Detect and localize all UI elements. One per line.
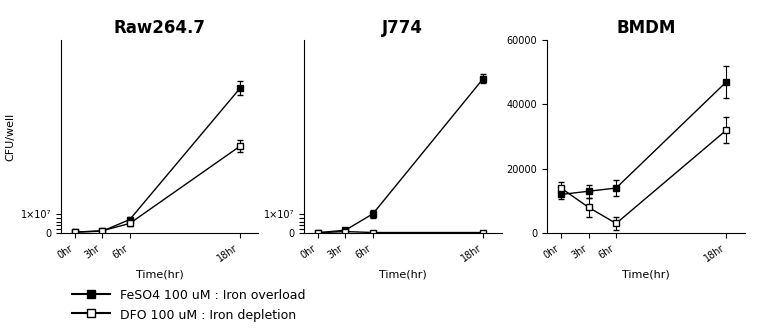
X-axis label: Time(hr): Time(hr) [136, 269, 183, 279]
Title: Raw264.7: Raw264.7 [113, 19, 206, 37]
Title: BMDM: BMDM [616, 19, 676, 37]
X-axis label: Time(hr): Time(hr) [379, 269, 426, 279]
Legend: FeSO4 100 uM : Iron overload, DFO 100 uM : Iron depletion: FeSO4 100 uM : Iron overload, DFO 100 uM… [67, 283, 310, 327]
Title: J774: J774 [382, 19, 423, 37]
Y-axis label: CFU/well: CFU/well [5, 113, 15, 161]
X-axis label: Time(hr): Time(hr) [622, 269, 670, 279]
